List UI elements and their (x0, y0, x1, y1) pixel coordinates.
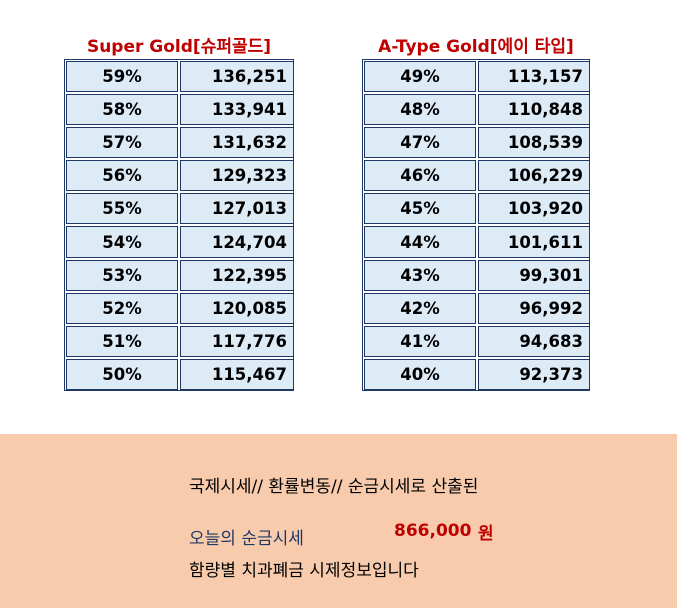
purity-cell: 55% (66, 193, 178, 225)
price-cell: 120,085 (180, 292, 294, 324)
price-cell: 124,704 (180, 226, 294, 258)
table-row: 49% 113,157 (363, 60, 591, 93)
table-row: 43% 99,301 (363, 259, 591, 292)
a-type-gold-table: 49% 113,157 48% 110,848 47% 108,539 46% 106,… (362, 59, 590, 391)
table-row: 45% 103,920 (363, 192, 591, 225)
price-cell: 113,157 (478, 61, 590, 93)
today-price-unit: 원 (478, 524, 494, 544)
price-cell: 94,683 (478, 325, 590, 357)
notice-panel (0, 434, 677, 608)
purity-cell: 58% (66, 94, 178, 126)
purity-cell: 43% (364, 259, 476, 291)
table-row: 55% 127,013 (65, 192, 295, 225)
price-cell: 122,395 (180, 259, 294, 291)
table-row: 57% 131,632 (65, 126, 295, 159)
price-cell: 136,251 (180, 61, 294, 93)
price-cell: 129,323 (180, 160, 294, 192)
price-cell: 110,848 (478, 94, 590, 126)
table-row: 47% 108,539 (363, 126, 591, 159)
price-cell: 131,632 (180, 127, 294, 159)
table-row: 59% 136,251 (65, 60, 295, 93)
purity-cell: 47% (364, 127, 476, 159)
purity-cell: 59% (66, 61, 178, 93)
table-row: 51% 117,776 (65, 325, 295, 358)
price-cell: 99,301 (478, 259, 590, 291)
table-row: 58% 133,941 (65, 93, 295, 126)
purity-cell: 41% (364, 325, 476, 357)
a-type-gold-title: A-Type Gold[에이 타입] (378, 37, 574, 57)
price-cell: 103,920 (478, 193, 590, 225)
price-cell: 106,229 (478, 160, 590, 192)
purity-cell: 45% (364, 193, 476, 225)
purity-cell: 51% (66, 325, 178, 357)
table-row: 42% 96,992 (363, 292, 591, 325)
purity-cell: 54% (66, 226, 178, 258)
table-row: 50% 115,467 (65, 358, 295, 391)
price-cell: 127,013 (180, 193, 294, 225)
table-row: 53% 122,395 (65, 259, 295, 292)
table-row: 54% 124,704 (65, 225, 295, 258)
purity-cell: 56% (66, 160, 178, 192)
table-row: 46% 106,229 (363, 159, 591, 192)
purity-cell: 53% (66, 259, 178, 291)
today-price-value: 866,000 (394, 521, 472, 541)
purity-cell: 44% (364, 226, 476, 258)
table-row: 48% 110,848 (363, 93, 591, 126)
price-cell: 96,992 (478, 292, 590, 324)
purity-cell: 50% (66, 358, 178, 390)
notice-line-1: 국제시세// 환률변동// 순금시세로 산출된 (189, 477, 479, 497)
table-row: 44% 101,611 (363, 225, 591, 258)
today-price-label: 오늘의 순금시세 (189, 529, 304, 549)
purity-cell: 46% (364, 160, 476, 192)
purity-cell: 49% (364, 61, 476, 93)
super-gold-title: Super Gold[슈퍼골드] (86, 37, 272, 57)
price-cell: 115,467 (180, 358, 294, 390)
price-cell: 92,373 (478, 358, 590, 390)
purity-cell: 48% (364, 94, 476, 126)
table-row: 56% 129,323 (65, 159, 295, 192)
purity-cell: 42% (364, 292, 476, 324)
notice-line-3: 함량별 치과폐금 시제정보입니다 (189, 561, 419, 581)
price-cell: 133,941 (180, 94, 294, 126)
table-row: 52% 120,085 (65, 292, 295, 325)
table-row: 41% 94,683 (363, 325, 591, 358)
table-row: 40% 92,373 (363, 358, 591, 391)
super-gold-table: 59% 136,251 58% 133,941 57% 131,632 56% 129,… (64, 59, 294, 391)
price-cell: 117,776 (180, 325, 294, 357)
purity-cell: 40% (364, 358, 476, 390)
price-cell: 108,539 (478, 127, 590, 159)
purity-cell: 52% (66, 292, 178, 324)
price-cell: 101,611 (478, 226, 590, 258)
purity-cell: 57% (66, 127, 178, 159)
